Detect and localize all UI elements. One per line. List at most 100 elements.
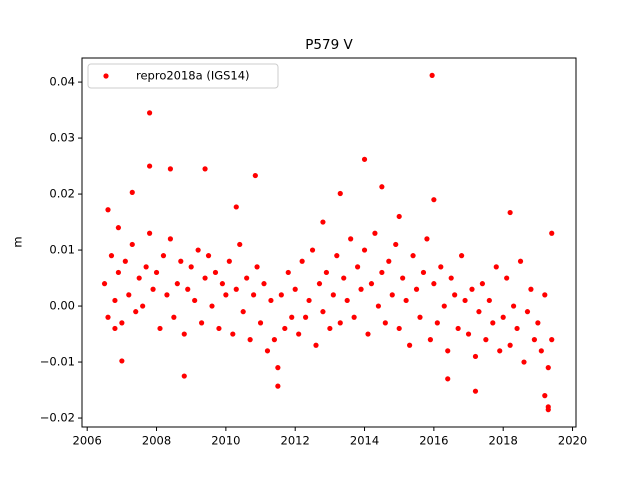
point [400, 275, 406, 281]
point [178, 258, 184, 264]
point [441, 303, 447, 309]
point [462, 297, 468, 304]
point [337, 320, 343, 326]
point [275, 383, 281, 389]
point [542, 393, 548, 399]
point [192, 297, 198, 304]
point [479, 281, 485, 287]
point [309, 247, 316, 253]
point [538, 348, 544, 354]
point [372, 230, 378, 236]
x-tick-label: 2012 [281, 434, 310, 448]
legend-marker [103, 73, 109, 79]
point [185, 286, 191, 292]
plot-frame [81, 57, 577, 428]
point [424, 236, 430, 242]
y-tick-label: 0.00 [49, 299, 75, 313]
point [375, 303, 381, 309]
point [202, 166, 208, 172]
point [486, 297, 492, 304]
point [219, 281, 225, 287]
point [531, 337, 538, 343]
point [230, 331, 236, 337]
point [313, 342, 319, 348]
point [289, 314, 295, 320]
y-tick-label: 0.02 [49, 187, 75, 201]
point [133, 309, 139, 315]
point [254, 264, 260, 270]
point [507, 209, 513, 216]
point [136, 275, 142, 281]
point [129, 241, 135, 248]
point [271, 337, 277, 343]
point [303, 314, 309, 320]
point [510, 303, 517, 309]
point [147, 230, 153, 236]
point [275, 365, 281, 371]
point [361, 156, 368, 162]
point [542, 292, 548, 298]
point [237, 241, 243, 248]
point [153, 269, 160, 276]
point [448, 275, 454, 281]
point [459, 253, 465, 259]
point [209, 303, 215, 309]
point [344, 297, 350, 304]
point [379, 269, 385, 276]
point [252, 172, 258, 179]
point [223, 292, 229, 298]
point [226, 258, 232, 264]
point [514, 325, 520, 332]
point [535, 320, 541, 326]
point [361, 247, 368, 253]
point [105, 314, 111, 320]
point [358, 286, 364, 292]
point [285, 269, 291, 276]
point [320, 309, 326, 315]
x-tick-label: 2014 [350, 434, 379, 448]
point [334, 253, 340, 259]
point [355, 264, 361, 270]
point [257, 320, 264, 326]
point [115, 225, 121, 231]
point [181, 331, 187, 337]
point [316, 281, 323, 287]
point [365, 331, 371, 337]
point [126, 292, 132, 298]
point [407, 342, 413, 348]
point [181, 373, 187, 379]
point [431, 197, 437, 203]
point [160, 253, 167, 259]
point [157, 325, 163, 332]
point [434, 320, 440, 326]
point [233, 286, 239, 292]
point [393, 241, 399, 248]
point [171, 314, 177, 320]
y-tick-label: −0.01 [40, 355, 75, 369]
point [445, 376, 451, 382]
point [348, 236, 354, 242]
point [452, 292, 458, 298]
point [268, 297, 274, 304]
point [469, 286, 475, 292]
point [129, 189, 135, 195]
y-tick-label: −0.02 [40, 411, 75, 425]
point [320, 219, 326, 225]
point [472, 388, 479, 394]
point [330, 292, 336, 298]
point [306, 297, 312, 304]
point [410, 253, 416, 259]
point [504, 275, 510, 281]
x-tick-label: 2018 [489, 434, 518, 448]
x-tick-label: 2020 [558, 434, 587, 448]
point [195, 247, 201, 253]
point [351, 314, 357, 320]
point [108, 253, 115, 259]
point [147, 163, 153, 169]
point [521, 359, 527, 365]
point [167, 166, 173, 172]
point [431, 281, 437, 287]
point [386, 258, 392, 264]
legend-label: repro2018a (IGS14) [136, 69, 250, 83]
